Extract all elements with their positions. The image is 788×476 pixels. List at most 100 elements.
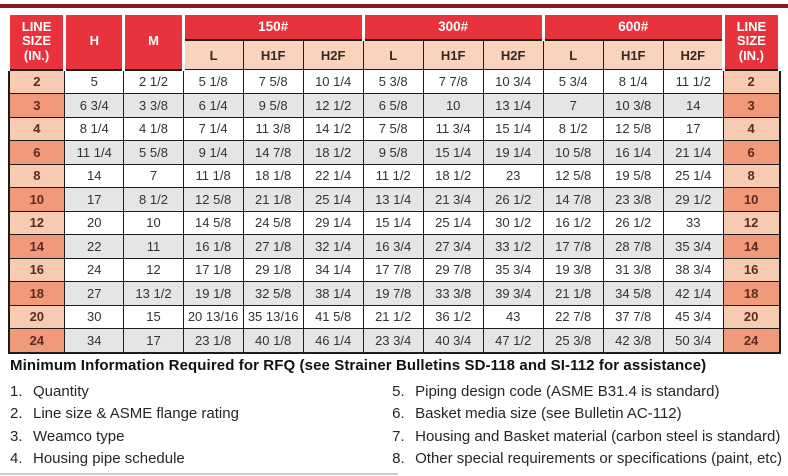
rfq-section: Minimum Information Required for RFQ (se… xyxy=(10,357,782,471)
dimension-cell: 30 xyxy=(64,304,125,329)
line-size-cell: 10 xyxy=(722,187,781,212)
subheader-600-l: L xyxy=(542,39,604,70)
dimension-cell: 9 5/8 xyxy=(242,93,304,118)
table-row: 6 11 1/4 5 5/8 9 1/4 14 7/8 18 1/2 9 5/8 15 1/4… xyxy=(7,140,781,165)
rfq-item-number: 5. xyxy=(392,383,405,400)
rfq-item-text: Other special requirements or specificat… xyxy=(415,450,782,468)
table-row: 20 30 15 20 13/16 35 13/16 41 5/8 21 1/2 36 1/2… xyxy=(7,304,781,329)
dimension-cell: 13 1/2 xyxy=(123,281,184,306)
rfq-item: 6. Basket media size (see Bulletin AC-112… xyxy=(392,403,782,425)
dimension-cell: 19 5/8 xyxy=(602,163,664,188)
dimension-cell: 7 5/8 xyxy=(242,69,304,94)
dimension-cell: 22 7/8 xyxy=(542,304,604,329)
dimension-cell: 10 xyxy=(422,93,484,118)
dimension-cell: 23 1/8 xyxy=(182,328,244,353)
dimension-cell: 42 1/4 xyxy=(662,281,724,306)
dimension-cell: 4 1/8 xyxy=(123,116,184,141)
rfq-item-text: Piping design code (ASME B31.4 is standa… xyxy=(415,383,720,400)
dimension-cell: 15 1/4 xyxy=(482,116,544,141)
dimension-cell: 15 1/4 xyxy=(362,210,424,235)
dimension-cell: 33 xyxy=(662,210,724,235)
line-size-cell: 8 xyxy=(7,163,66,188)
rfq-item: 4. Housing pipe schedule xyxy=(10,448,392,470)
dimension-cell: 35 3/4 xyxy=(662,234,724,259)
dimension-cell: 17 xyxy=(123,328,184,353)
dimension-cell: 33 1/2 xyxy=(482,234,544,259)
rfq-item-text: Basket media size (see Bulletin AC-112) xyxy=(415,405,682,423)
dimension-cell: 29 1/4 xyxy=(302,210,364,235)
dimension-cell: 13 1/4 xyxy=(482,93,544,118)
dimension-cell: 12 xyxy=(123,257,184,282)
rfq-item: 3. Weamco type xyxy=(10,426,392,448)
line-size-cell: 24 xyxy=(722,328,781,353)
line-size-cell: 6 xyxy=(7,140,66,165)
dimension-cell: 25 1/4 xyxy=(422,210,484,235)
header-group-150: 150# xyxy=(181,12,365,41)
dimension-cell: 7 7/8 xyxy=(422,69,484,94)
dimension-cell: 40 3/4 xyxy=(422,328,484,353)
header-group-300: 300# xyxy=(361,12,545,41)
header-m: M xyxy=(122,12,185,71)
line-size-cell: 18 xyxy=(722,281,781,306)
rfq-item-number: 7. xyxy=(392,427,405,445)
dimension-cell: 23 xyxy=(482,163,544,188)
dimension-table-wrap: LINE SIZE (IN.) H M 150# 300# 600# LINE … xyxy=(6,12,782,354)
dimension-cell: 18 1/2 xyxy=(302,140,364,165)
dimension-cell: 3 3/8 xyxy=(123,93,184,118)
header-row-sub: L H1F H2F L H1F H2F L H1F H2F xyxy=(9,39,780,70)
rfq-title: Minimum Information Required for RFQ (se… xyxy=(10,357,707,374)
dimension-cell: 10 3/4 xyxy=(482,69,544,94)
rfq-item-number: 3. xyxy=(10,427,23,445)
subheader-150-h2f: H2F xyxy=(302,39,364,70)
header-row-groups: LINE SIZE (IN.) H M 150# 300# 600# LINE … xyxy=(6,12,782,71)
dimension-cell: 40 1/8 xyxy=(242,328,304,353)
dimension-cell: 17 xyxy=(64,187,125,212)
dimension-cell: 25 3/8 xyxy=(542,328,604,353)
rfq-item-number: 2. xyxy=(10,405,23,423)
dimension-cell: 15 xyxy=(123,304,184,329)
dimension-cell: 22 1/4 xyxy=(302,163,364,188)
table-row: 16 24 12 17 1/8 29 1/8 34 1/4 17 7/8 29 7/8 35 3… xyxy=(7,257,781,282)
rfq-columns: 1. Quantity 2. Line size & ASME flange rat… xyxy=(10,381,782,471)
dimension-cell: 35 3/4 xyxy=(482,257,544,282)
subheader-600-h2f: H2F xyxy=(662,39,724,70)
dimension-cell: 42 3/8 xyxy=(602,328,664,353)
dimension-cell: 8 1/2 xyxy=(123,187,184,212)
dimension-cell: 34 xyxy=(64,328,125,353)
dimension-cell: 7 5/8 xyxy=(362,116,424,141)
dimension-cell: 14 5/8 xyxy=(182,210,244,235)
dimension-cell: 10 1/4 xyxy=(302,69,364,94)
dimension-cell: 10 3/8 xyxy=(602,93,664,118)
dimension-cell: 14 xyxy=(64,163,125,188)
dimension-cell: 9 1/4 xyxy=(182,140,244,165)
dimension-cell: 21 1/2 xyxy=(362,304,424,329)
dimension-cell: 12 5/8 xyxy=(542,163,604,188)
dimension-cell: 33 3/8 xyxy=(422,281,484,306)
dimension-cell: 19 3/8 xyxy=(542,257,604,282)
dimension-cell: 27 1/8 xyxy=(242,234,304,259)
dimension-cell: 8 1/4 xyxy=(602,69,664,94)
dimension-cell: 31 3/8 xyxy=(602,257,664,282)
dimension-cell: 28 7/8 xyxy=(602,234,664,259)
rfq-item: 2. Line size & ASME flange rating xyxy=(10,403,392,425)
dimension-cell: 16 3/4 xyxy=(362,234,424,259)
header-line-size-right: LINE SIZE (IN.) xyxy=(721,12,782,71)
rfq-item-text: Quantity xyxy=(33,383,89,400)
dimension-cell: 11 1/8 xyxy=(182,163,244,188)
dimension-cell: 17 xyxy=(662,116,724,141)
dimension-cell: 11 1/2 xyxy=(362,163,424,188)
dimension-cell: 8 1/2 xyxy=(542,116,604,141)
dimension-cell: 38 1/4 xyxy=(302,281,364,306)
rfq-item: 1. Quantity xyxy=(10,381,392,403)
dimension-cell: 7 xyxy=(542,93,604,118)
dimension-cell: 6 5/8 xyxy=(362,93,424,118)
line-size-cell: 12 xyxy=(7,210,66,235)
rfq-item: 7. Housing and Basket material (carbon st… xyxy=(392,426,782,448)
dimension-cell: 36 1/2 xyxy=(422,304,484,329)
dimension-cell: 10 5/8 xyxy=(542,140,604,165)
rfq-item: 5. Piping design code (ASME B31.4 is stan… xyxy=(392,381,782,403)
dimension-cell: 29 7/8 xyxy=(422,257,484,282)
table-row: 24 34 17 23 1/8 40 1/8 46 1/4 23 3/4 40 3/4 47 1… xyxy=(7,328,781,353)
